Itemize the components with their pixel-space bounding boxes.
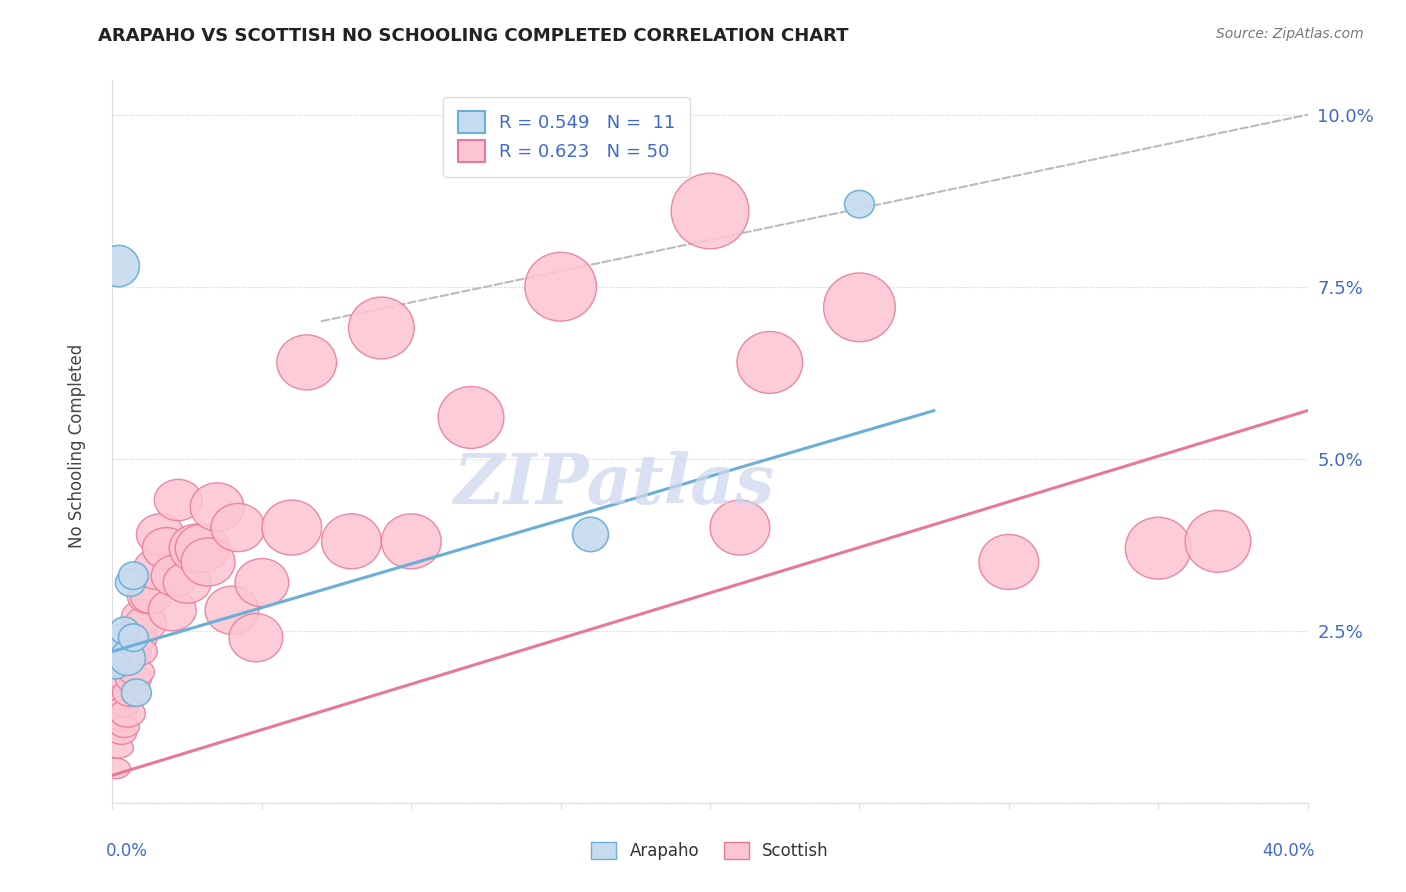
Ellipse shape bbox=[349, 297, 415, 359]
Ellipse shape bbox=[205, 586, 259, 634]
Ellipse shape bbox=[121, 624, 157, 651]
Ellipse shape bbox=[142, 527, 190, 569]
Ellipse shape bbox=[381, 514, 441, 569]
Ellipse shape bbox=[737, 332, 803, 393]
Ellipse shape bbox=[131, 579, 173, 614]
Ellipse shape bbox=[439, 386, 503, 449]
Ellipse shape bbox=[845, 190, 875, 218]
Ellipse shape bbox=[110, 665, 145, 693]
Text: 0.0%: 0.0% bbox=[105, 842, 148, 860]
Ellipse shape bbox=[107, 723, 136, 744]
Ellipse shape bbox=[262, 500, 322, 555]
Ellipse shape bbox=[710, 500, 770, 555]
Ellipse shape bbox=[1185, 510, 1251, 573]
Ellipse shape bbox=[824, 273, 896, 342]
Text: No Schooling Completed: No Schooling Completed bbox=[69, 344, 86, 548]
Ellipse shape bbox=[97, 245, 139, 286]
Ellipse shape bbox=[121, 679, 152, 706]
Ellipse shape bbox=[118, 624, 149, 651]
Ellipse shape bbox=[110, 617, 139, 645]
Ellipse shape bbox=[152, 555, 200, 597]
Ellipse shape bbox=[148, 590, 197, 631]
Ellipse shape bbox=[235, 558, 288, 607]
Ellipse shape bbox=[112, 645, 149, 672]
Ellipse shape bbox=[101, 651, 131, 679]
Ellipse shape bbox=[107, 690, 136, 710]
Ellipse shape bbox=[107, 710, 136, 731]
Ellipse shape bbox=[118, 658, 155, 686]
Ellipse shape bbox=[125, 607, 166, 641]
Ellipse shape bbox=[115, 569, 145, 597]
Ellipse shape bbox=[110, 717, 139, 738]
Ellipse shape bbox=[524, 252, 596, 321]
Ellipse shape bbox=[107, 624, 136, 651]
Text: 40.0%: 40.0% bbox=[1263, 842, 1315, 860]
Ellipse shape bbox=[128, 579, 169, 614]
Ellipse shape bbox=[110, 699, 145, 727]
Ellipse shape bbox=[134, 549, 181, 590]
Ellipse shape bbox=[322, 514, 381, 569]
Ellipse shape bbox=[115, 665, 152, 693]
Ellipse shape bbox=[979, 534, 1039, 590]
Ellipse shape bbox=[163, 562, 211, 603]
Ellipse shape bbox=[101, 758, 131, 779]
Ellipse shape bbox=[181, 538, 235, 586]
Legend: Arapaho, Scottish: Arapaho, Scottish bbox=[585, 835, 835, 867]
Text: Source: ZipAtlas.com: Source: ZipAtlas.com bbox=[1216, 27, 1364, 41]
Ellipse shape bbox=[112, 679, 149, 706]
Ellipse shape bbox=[136, 514, 184, 555]
Ellipse shape bbox=[118, 562, 149, 590]
Ellipse shape bbox=[121, 638, 157, 665]
Ellipse shape bbox=[110, 696, 139, 717]
Text: ZIPatlas: ZIPatlas bbox=[454, 451, 775, 518]
Ellipse shape bbox=[572, 517, 609, 551]
Text: ARAPAHO VS SCOTTISH NO SCHOOLING COMPLETED CORRELATION CHART: ARAPAHO VS SCOTTISH NO SCHOOLING COMPLET… bbox=[98, 27, 849, 45]
Ellipse shape bbox=[176, 524, 229, 573]
Ellipse shape bbox=[121, 599, 163, 634]
Ellipse shape bbox=[104, 738, 134, 758]
Ellipse shape bbox=[190, 483, 245, 531]
Ellipse shape bbox=[115, 638, 152, 665]
Ellipse shape bbox=[155, 479, 202, 521]
Ellipse shape bbox=[229, 614, 283, 662]
Ellipse shape bbox=[1125, 517, 1191, 579]
Ellipse shape bbox=[104, 703, 134, 723]
Ellipse shape bbox=[277, 334, 336, 390]
Ellipse shape bbox=[211, 503, 264, 551]
Ellipse shape bbox=[110, 641, 145, 675]
Ellipse shape bbox=[671, 173, 749, 249]
Ellipse shape bbox=[169, 524, 224, 573]
